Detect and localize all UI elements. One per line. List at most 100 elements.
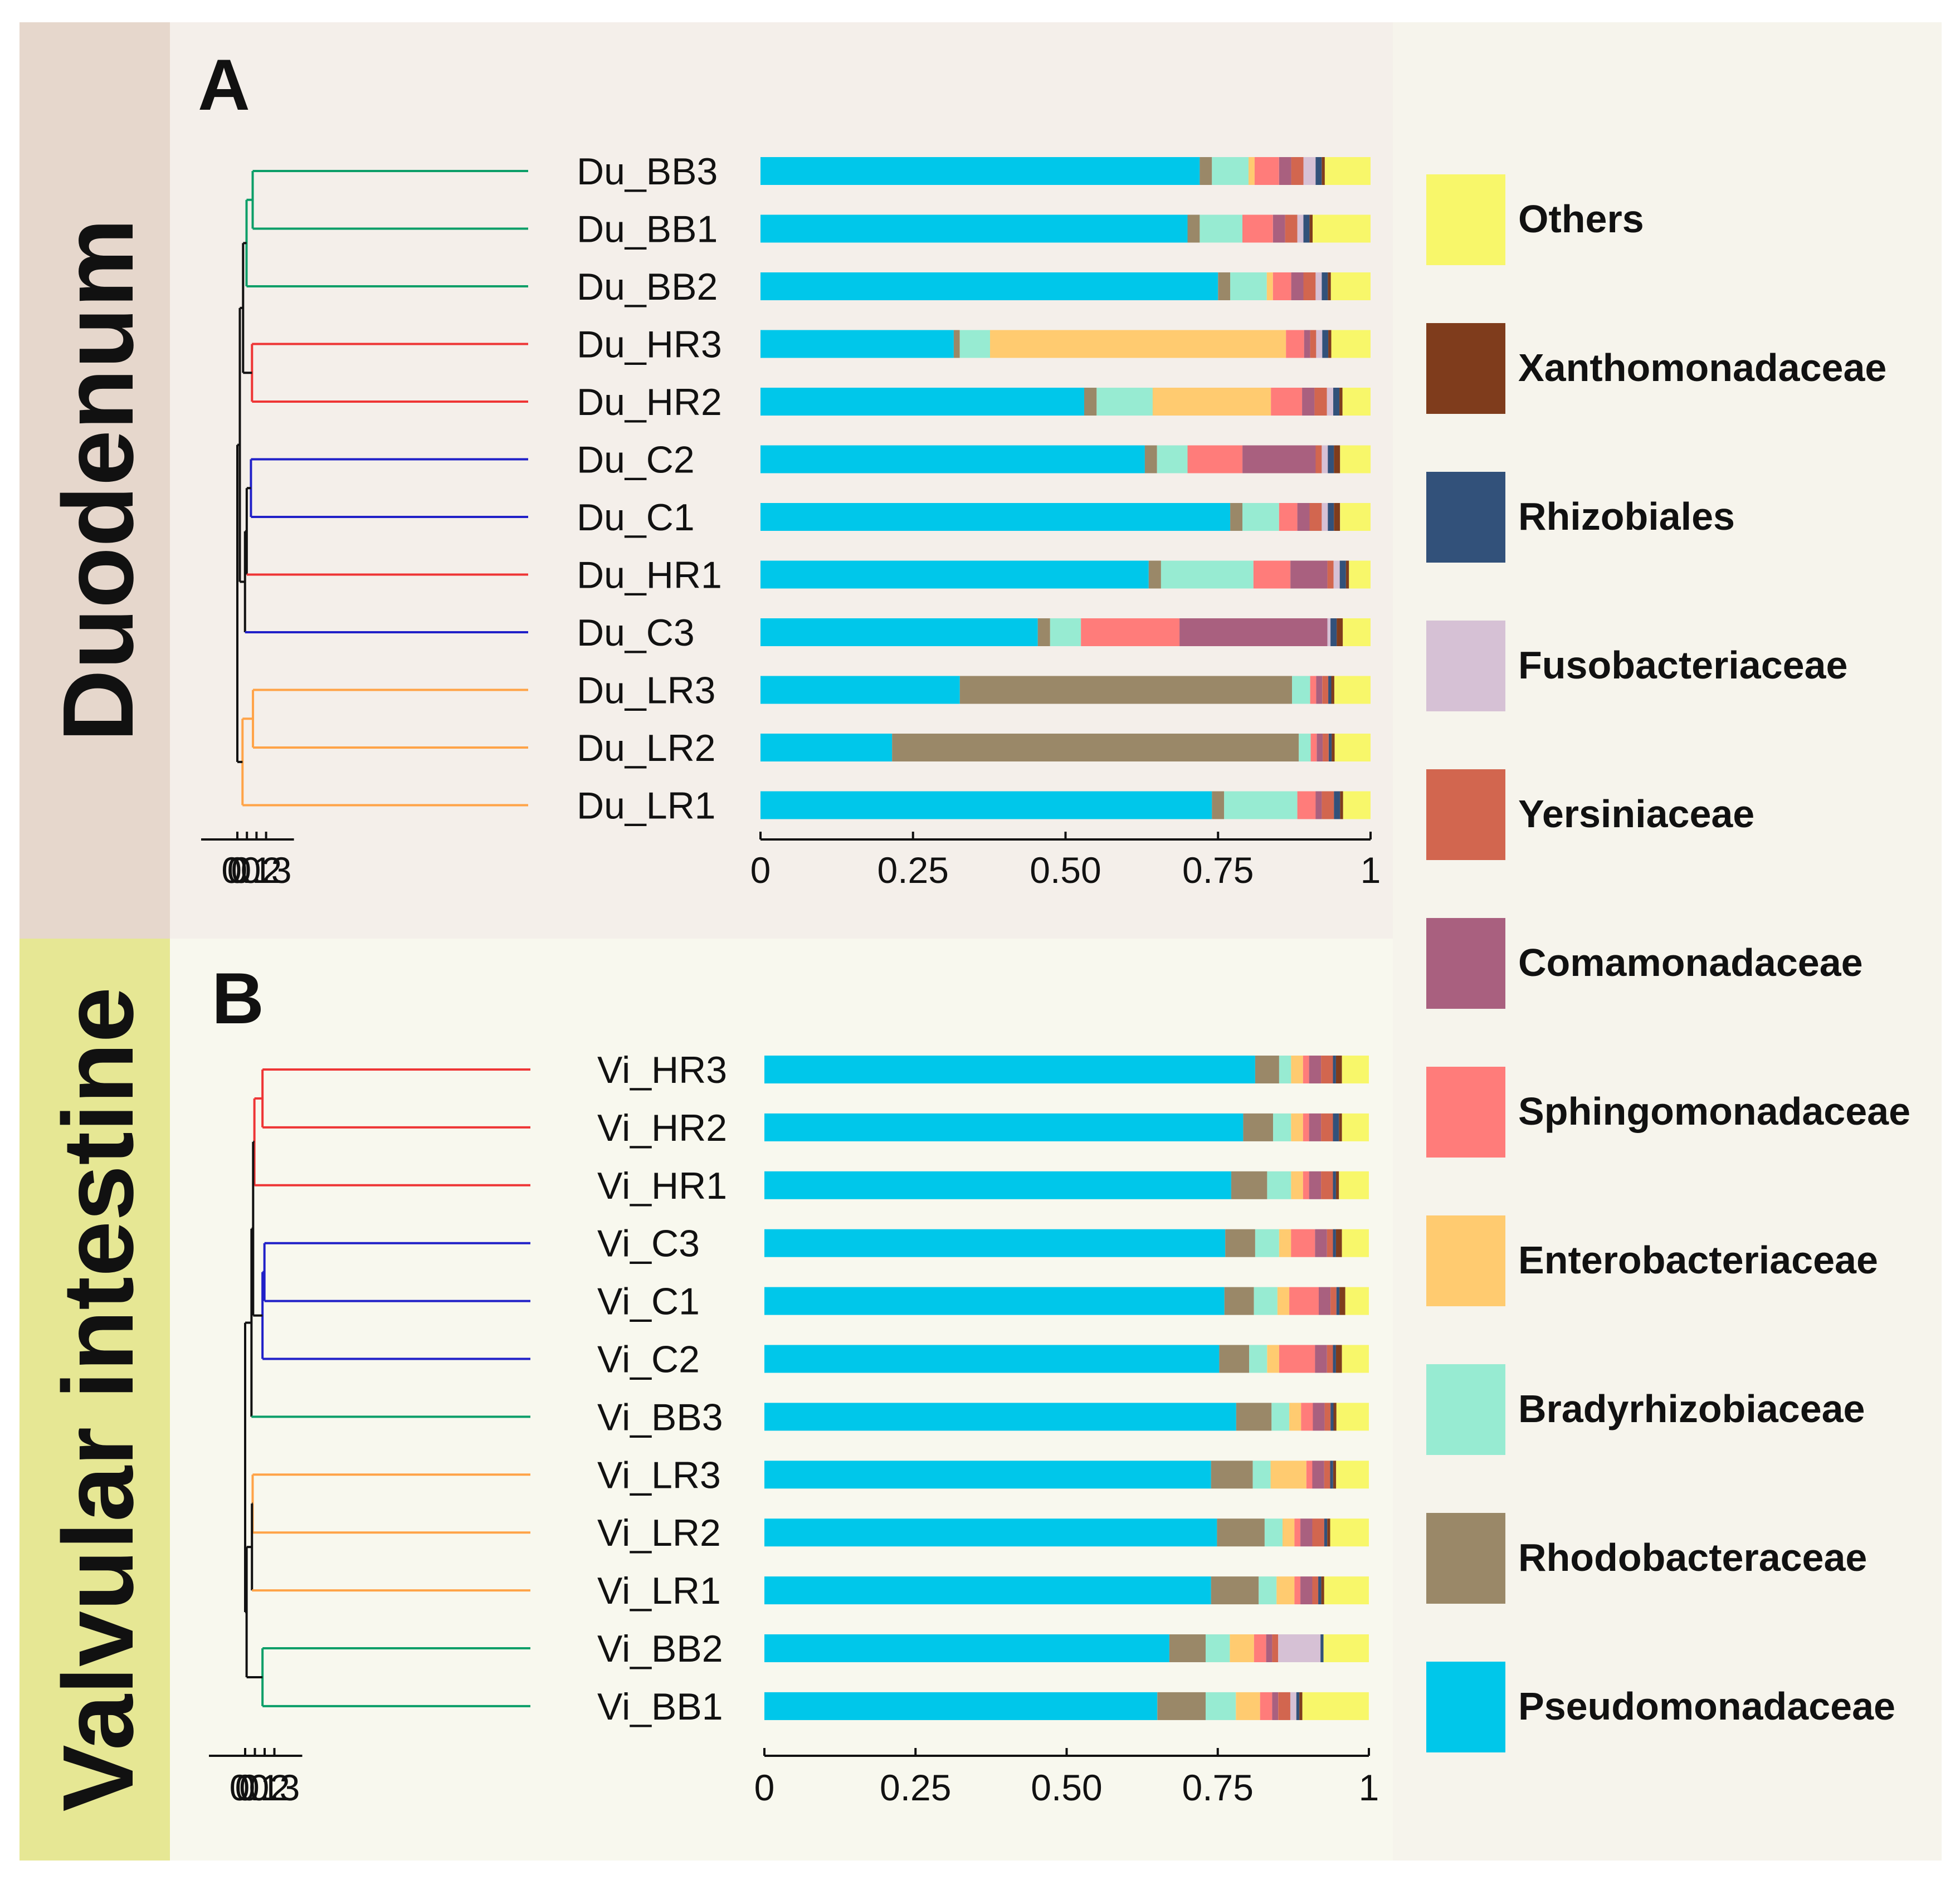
bar-du-bb3-enterobacteriaceae bbox=[1249, 157, 1255, 185]
bar-vi-bb2-fusobacteriaceae bbox=[1278, 1634, 1321, 1662]
bar-vi-hr2-yersiniaceae bbox=[1321, 1113, 1333, 1141]
sample-label-du-c1: Du_C1 bbox=[577, 496, 695, 539]
bar-vi-c2-yersiniaceae bbox=[1327, 1345, 1333, 1373]
bar-du-c2-rhizobiales bbox=[1328, 445, 1334, 473]
bar-vi-lr2-sphingomonadaceae bbox=[1294, 1518, 1301, 1547]
sample-label-vi-bb1: Vi_BB1 bbox=[597, 1686, 723, 1728]
bar-vi-bb2-comamonadaceae bbox=[1266, 1634, 1272, 1662]
bar-vi-c3-rhodobacteraceae bbox=[1225, 1229, 1255, 1257]
bar-du-hr1-comamonadaceae bbox=[1290, 560, 1328, 589]
bar-du-bb1-rhizobiales bbox=[1303, 214, 1310, 243]
a-tree-tick-label: 0.1 bbox=[221, 849, 272, 891]
bar-du-c1-sphingomonadaceae bbox=[1279, 503, 1298, 531]
bar-du-bb3-others bbox=[1324, 157, 1371, 185]
sample-label-du-hr3: Du_HR3 bbox=[577, 324, 722, 366]
a-bar-x-tick-label: 0 bbox=[750, 849, 771, 891]
a-tree-tick-label: 0.3 bbox=[241, 849, 292, 891]
bar-du-hr2-bradyrhizobiaceae bbox=[1096, 388, 1153, 416]
bar-vi-bb1-rhizobiales bbox=[1296, 1692, 1300, 1720]
bar-vi-c1-sphingomonadaceae bbox=[1289, 1287, 1319, 1315]
bar-vi-hr3-others bbox=[1342, 1056, 1369, 1083]
bar-vi-c1-comamonadaceae bbox=[1319, 1287, 1331, 1315]
bar-vi-c3-comamonadaceae bbox=[1315, 1229, 1327, 1257]
bar-vi-bb1-xanthomonadaceae bbox=[1299, 1692, 1303, 1720]
bar-vi-hr1-enterobacteriaceae bbox=[1291, 1171, 1303, 1199]
bar-vi-c3-xanthomonadaceae bbox=[1335, 1229, 1342, 1257]
bar-du-lr2-rhizobiales bbox=[1328, 734, 1332, 761]
bar-du-hr3-bradyrhizobiaceae bbox=[959, 330, 990, 358]
bar-du-c1-fusobacteriaceae bbox=[1322, 503, 1328, 531]
bar-du-c3-others bbox=[1343, 618, 1371, 646]
bar-vi-c2-xanthomonadaceae bbox=[1335, 1345, 1342, 1373]
bar-vi-bb3-others bbox=[1336, 1403, 1369, 1431]
legend-swatch-bradyrhizobiaceae bbox=[1426, 1364, 1505, 1455]
bar-du-bb1-comamonadaceae bbox=[1272, 214, 1285, 243]
bar-du-lr2-comamonadaceae bbox=[1317, 734, 1323, 761]
bar-vi-hr3-comamonadaceae bbox=[1309, 1056, 1322, 1083]
bar-du-bb2-pseudomonadaceae bbox=[760, 272, 1218, 300]
panel-b-side-title: Valvular intestine bbox=[42, 987, 154, 1812]
sample-label-vi-bb3: Vi_BB3 bbox=[597, 1396, 723, 1438]
bar-du-bb2-comamonadaceae bbox=[1291, 272, 1304, 300]
bar-vi-hr2-xanthomonadaceae bbox=[1339, 1113, 1342, 1141]
panel-b-side-band bbox=[19, 939, 170, 1861]
sample-label-vi-c3: Vi_C3 bbox=[597, 1223, 700, 1265]
bar-du-bb3-bradyrhizobiaceae bbox=[1212, 157, 1249, 185]
b-tree-tick-label: 0.3 bbox=[249, 1767, 300, 1808]
bar-du-lr2-xanthomonadaceae bbox=[1332, 734, 1335, 761]
bar-vi-lr1-xanthomonadaceae bbox=[1321, 1576, 1324, 1605]
legend-label-pseudomonadaceae: Pseudomonadaceae bbox=[1518, 1684, 1895, 1728]
legend-label-fusobacteriaceae: Fusobacteriaceae bbox=[1518, 643, 1847, 687]
bar-vi-bb1-yersiniaceae bbox=[1278, 1692, 1290, 1720]
legend-label-rhizobiales: Rhizobiales bbox=[1518, 495, 1735, 538]
bar-du-c1-comamonadaceae bbox=[1297, 503, 1310, 531]
bar-vi-bb2-bradyrhizobiaceae bbox=[1206, 1634, 1230, 1662]
bar-vi-bb3-bradyrhizobiaceae bbox=[1271, 1403, 1290, 1431]
bar-du-lr1-xanthomonadaceae bbox=[1340, 791, 1343, 819]
bar-vi-hr1-sphingomonadaceae bbox=[1303, 1171, 1309, 1199]
panel-a-side-band bbox=[19, 22, 170, 939]
sample-label-vi-c1: Vi_C1 bbox=[597, 1281, 700, 1323]
b-bar-x-tick-label: 0 bbox=[754, 1767, 775, 1808]
bar-du-lr1-bradyrhizobiaceae bbox=[1224, 791, 1298, 819]
sample-label-vi-c2: Vi_C2 bbox=[597, 1339, 700, 1381]
bar-du-lr2-rhodobacteraceae bbox=[892, 734, 1299, 761]
bar-vi-lr3-pseudomonadaceae bbox=[764, 1461, 1211, 1489]
bar-du-c1-rhodobacteraceae bbox=[1230, 503, 1242, 531]
bar-du-c2-sphingomonadaceae bbox=[1187, 445, 1242, 473]
bar-vi-c3-rhizobiales bbox=[1333, 1229, 1336, 1257]
bar-du-c3-rhodobacteraceae bbox=[1037, 618, 1050, 646]
bar-du-hr3-pseudomonadaceae bbox=[760, 330, 954, 358]
bar-du-lr2-sphingomonadaceae bbox=[1310, 734, 1317, 761]
legend-label-xanthomonadaceae: Xanthomonadaceae bbox=[1518, 346, 1886, 389]
bar-du-hr2-fusobacteriaceae bbox=[1327, 388, 1333, 416]
bar-vi-lr2-yersiniaceae bbox=[1312, 1518, 1324, 1547]
bar-vi-bb1-sphingomonadaceae bbox=[1260, 1692, 1272, 1720]
bar-du-lr2-pseudomonadaceae bbox=[760, 734, 893, 761]
bar-du-c2-comamonadaceae bbox=[1242, 445, 1316, 473]
bar-vi-hr1-yersiniaceae bbox=[1321, 1171, 1333, 1199]
bar-vi-c2-rhodobacteraceae bbox=[1219, 1345, 1250, 1373]
sample-label-du-bb2: Du_BB2 bbox=[577, 266, 718, 308]
bar-vi-lr1-others bbox=[1324, 1576, 1369, 1605]
bar-du-hr1-fusobacteriaceae bbox=[1333, 560, 1340, 589]
legend-swatch-comamonadaceae bbox=[1426, 918, 1505, 1009]
bar-vi-c1-others bbox=[1345, 1287, 1369, 1315]
legend-swatch-fusobacteriaceae bbox=[1426, 621, 1505, 711]
bar-du-bb3-sphingomonadaceae bbox=[1254, 157, 1279, 185]
bar-du-bb3-rhodobacteraceae bbox=[1200, 157, 1212, 185]
sample-label-vi-lr3: Vi_LR3 bbox=[597, 1454, 721, 1496]
bar-vi-bb1-pseudomonadaceae bbox=[764, 1692, 1158, 1720]
bar-vi-c1-yersiniaceae bbox=[1330, 1287, 1337, 1315]
bar-vi-lr2-xanthomonadaceae bbox=[1327, 1518, 1330, 1547]
bar-du-lr1-others bbox=[1343, 791, 1371, 819]
bar-du-bb2-yersiniaceae bbox=[1303, 272, 1316, 300]
bar-vi-bb2-others bbox=[1323, 1634, 1369, 1662]
bar-du-c1-yersiniaceae bbox=[1309, 503, 1322, 531]
bar-vi-hr1-rhodobacteraceae bbox=[1231, 1171, 1267, 1199]
bar-vi-c3-yersiniaceae bbox=[1327, 1229, 1333, 1257]
bar-vi-bb1-enterobacteriaceae bbox=[1236, 1692, 1260, 1720]
bar-vi-bb2-rhizobiales bbox=[1320, 1634, 1324, 1662]
a-bar-x-tick-label: 0.50 bbox=[1030, 849, 1101, 891]
bar-vi-lr3-sphingomonadaceae bbox=[1306, 1461, 1313, 1489]
